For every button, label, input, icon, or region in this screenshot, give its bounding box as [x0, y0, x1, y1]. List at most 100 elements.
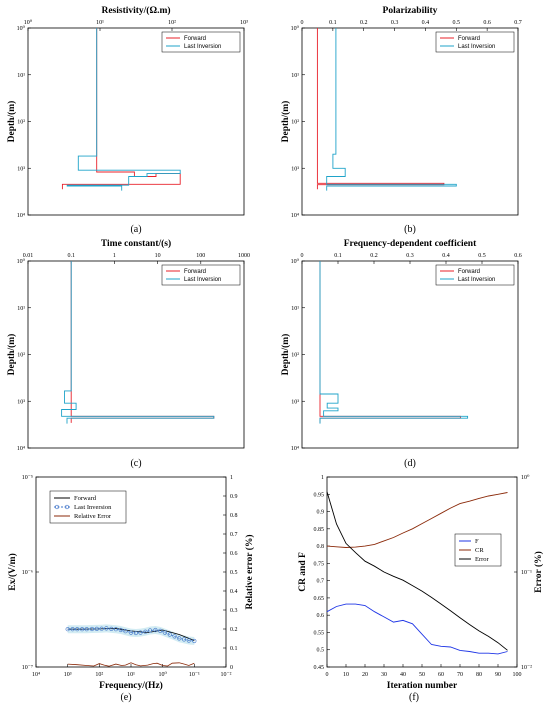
- y-tick-label: 10²: [291, 120, 299, 126]
- x-tick-label: 0: [326, 672, 329, 678]
- y-tick-label: 10²: [291, 353, 299, 359]
- legend-entry-last-inversion: Last Inversion: [458, 44, 495, 50]
- y-tick-label: 10³: [291, 399, 299, 405]
- y-tick-label: 10²: [17, 353, 25, 359]
- x-tick-label: 0.4: [422, 20, 430, 26]
- y-axis-title: CR and F: [298, 552, 308, 592]
- x-tick-label: 70: [457, 672, 463, 678]
- last-inversion-point: [104, 626, 109, 631]
- legend-entry-cr: CR: [475, 547, 484, 554]
- plot-frame: [301, 27, 519, 216]
- legend-box: [435, 264, 515, 286]
- y-axis-title: Depth/(m): [6, 101, 17, 143]
- legend-entry-last-inversion: Last Inversion: [74, 504, 112, 511]
- x-tick-label: 0.3: [391, 20, 399, 26]
- series-relative-error: [67, 662, 195, 667]
- x-tick-label: 10⁻²: [221, 672, 232, 678]
- x-axis-title: Time constant/(s): [101, 238, 171, 249]
- x-tick-label: 0.5: [478, 253, 486, 259]
- plot-frame: [326, 476, 518, 668]
- x-tick-label: 0.3: [406, 253, 414, 259]
- y2-tick-label: 0: [230, 665, 233, 671]
- legend-box: [161, 31, 241, 53]
- last-inversion-point: [70, 627, 75, 632]
- inversion-band: [67, 624, 195, 645]
- y-tick-label: 10¹: [17, 73, 25, 79]
- y-axis-title: Depth/(m): [280, 101, 291, 143]
- x-tick-label: 40: [400, 672, 406, 678]
- y-tick-label: 10⁰: [291, 258, 300, 265]
- y-tick-label: 10³: [17, 399, 25, 405]
- x-tick-label: 0.5: [453, 20, 461, 26]
- legend-entry-forward: Forward: [184, 36, 206, 42]
- x-tick-label: 10²: [95, 672, 103, 678]
- y2-tick-label: 1: [230, 475, 233, 481]
- series-last-inversion: [61, 261, 215, 424]
- x-tick-label: 10⁰: [24, 19, 33, 26]
- y-tick-label: 10⁻⁵: [22, 475, 33, 481]
- x-tick-label: 0.2: [360, 20, 368, 26]
- y2-tick-label: 10⁻¹: [521, 570, 532, 576]
- y-tick-label: 10¹: [17, 306, 25, 312]
- panel-label: (e): [120, 692, 131, 703]
- plot-frame: [27, 27, 245, 216]
- y-axis-title: Depth/(m): [280, 334, 291, 376]
- legend-entry-last-inversion: Last Inversion: [458, 277, 495, 283]
- y-tick-label: 0.85: [314, 527, 325, 533]
- y-tick-label: 1: [321, 475, 324, 481]
- series-error: [326, 491, 508, 651]
- series-f: [326, 603, 508, 655]
- y-tick-label: 0.75: [314, 561, 325, 567]
- y-tick-label: 0.7: [317, 579, 325, 585]
- legend-entry-forward: Forward: [74, 495, 97, 502]
- x-tick-label: 0.1: [67, 253, 75, 259]
- last-inversion-point: [143, 629, 148, 634]
- x-tick-label: 0.6: [514, 253, 522, 259]
- y-tick-label: 10³: [291, 166, 299, 172]
- x-tick-label: 30: [381, 672, 387, 678]
- series-forward: [70, 261, 215, 423]
- x-axis-title: Polarizability: [383, 6, 438, 16]
- x-tick-label: 10²: [168, 20, 176, 26]
- last-inversion-point: [123, 629, 128, 634]
- x-tick-label: 50: [419, 672, 425, 678]
- last-inversion-point: [138, 630, 143, 635]
- series-forward: [319, 261, 461, 423]
- x-tick-label: 80: [476, 672, 482, 678]
- x-tick-label: 10⁻¹: [189, 672, 200, 678]
- panel-label: (b): [404, 224, 416, 235]
- legend-marker: [64, 504, 70, 510]
- x-axis-title: Resistivity/(Ω.m): [101, 5, 170, 16]
- y2-tick-label: 0.4: [230, 589, 238, 595]
- last-inversion-point: [65, 627, 70, 632]
- x-tick-label: 0.1: [329, 20, 337, 26]
- y2-axis-title: Error (%): [533, 551, 544, 593]
- legend-entry-forward: Forward: [458, 36, 480, 42]
- y-tick-label: 10¹: [291, 73, 299, 79]
- legend-entry-forward: Forward: [458, 269, 480, 275]
- y-tick-label: 10⁻⁷: [22, 665, 33, 671]
- last-inversion-point: [89, 626, 95, 632]
- last-inversion-point: [158, 628, 163, 634]
- x-tick-label: 0: [301, 20, 304, 26]
- series-cr: [326, 492, 508, 548]
- last-inversion-point: [186, 638, 191, 643]
- plot-frame: [301, 260, 519, 449]
- series-last-inversion: [319, 261, 469, 424]
- y-tick-label: 0.9: [317, 510, 325, 516]
- x-tick-label: 10³: [240, 20, 248, 26]
- legend-entry-relative-error: Relative Error: [74, 513, 112, 520]
- last-inversion-point: [75, 627, 80, 632]
- last-inversion-point: [84, 627, 89, 632]
- y-tick-label: 10⁰: [291, 25, 300, 32]
- y-tick-label: 0.65: [314, 596, 325, 602]
- y-tick-label: 10⁴: [291, 446, 299, 452]
- last-inversion-point: [109, 626, 114, 632]
- last-inversion-point: [172, 634, 177, 639]
- y-tick-label: 10⁴: [291, 213, 299, 219]
- y-tick-label: 0.95: [314, 492, 325, 498]
- last-inversion-point: [133, 630, 138, 636]
- legend-entry-f: F: [475, 538, 479, 545]
- last-inversion-point: [148, 628, 153, 633]
